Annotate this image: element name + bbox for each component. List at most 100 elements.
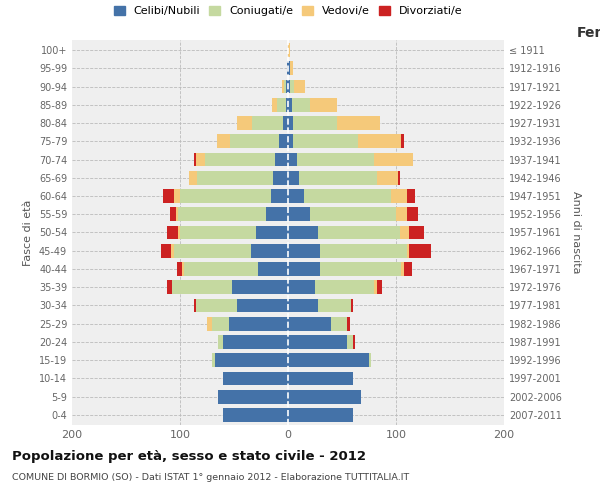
- Bar: [258, 262, 288, 276]
- Bar: [266, 208, 288, 221]
- Bar: [407, 208, 418, 221]
- Bar: [277, 98, 286, 112]
- Bar: [288, 354, 369, 367]
- Bar: [288, 244, 320, 258]
- Bar: [398, 171, 400, 184]
- Bar: [256, 226, 288, 239]
- Bar: [283, 116, 288, 130]
- Bar: [377, 171, 398, 184]
- Bar: [295, 80, 305, 94]
- Bar: [320, 262, 401, 276]
- Bar: [299, 171, 377, 184]
- Bar: [401, 262, 404, 276]
- Bar: [304, 189, 391, 203]
- Bar: [318, 226, 400, 239]
- Bar: [293, 134, 358, 148]
- Text: Femmine: Femmine: [577, 26, 600, 40]
- Bar: [350, 298, 353, 312]
- Bar: [180, 226, 256, 239]
- Bar: [315, 280, 374, 294]
- Bar: [188, 171, 197, 184]
- Bar: [286, 80, 288, 94]
- Bar: [207, 317, 212, 330]
- Bar: [163, 189, 173, 203]
- Text: Popolazione per età, sesso e stato civile - 2012: Popolazione per età, sesso e stato civil…: [12, 450, 366, 463]
- Bar: [194, 298, 196, 312]
- Bar: [310, 208, 396, 221]
- Bar: [401, 134, 404, 148]
- Bar: [288, 116, 293, 130]
- Bar: [288, 189, 304, 203]
- Bar: [223, 372, 288, 386]
- Bar: [288, 226, 318, 239]
- Bar: [318, 298, 350, 312]
- Bar: [288, 43, 290, 57]
- Bar: [320, 244, 407, 258]
- Bar: [396, 208, 407, 221]
- Bar: [237, 298, 288, 312]
- Bar: [180, 189, 271, 203]
- Bar: [288, 80, 290, 94]
- Bar: [172, 280, 232, 294]
- Bar: [167, 226, 178, 239]
- Bar: [218, 335, 223, 349]
- Bar: [196, 152, 205, 166]
- Bar: [251, 244, 288, 258]
- Bar: [288, 335, 347, 349]
- Bar: [237, 116, 253, 130]
- Bar: [223, 408, 288, 422]
- Bar: [177, 262, 182, 276]
- Bar: [377, 280, 382, 294]
- Bar: [337, 116, 380, 130]
- Bar: [253, 116, 283, 130]
- Bar: [167, 280, 172, 294]
- Bar: [288, 408, 353, 422]
- Bar: [178, 226, 180, 239]
- Bar: [391, 189, 407, 203]
- Bar: [288, 208, 310, 221]
- Bar: [161, 244, 172, 258]
- Bar: [194, 152, 196, 166]
- Bar: [374, 280, 377, 294]
- Bar: [288, 152, 296, 166]
- Bar: [290, 80, 295, 94]
- Bar: [212, 354, 215, 367]
- Bar: [288, 298, 318, 312]
- Bar: [218, 390, 288, 404]
- Bar: [290, 62, 293, 75]
- Bar: [284, 80, 286, 94]
- Y-axis label: Anni di nascita: Anni di nascita: [571, 191, 581, 274]
- Bar: [409, 244, 431, 258]
- Bar: [407, 244, 409, 258]
- Bar: [296, 152, 374, 166]
- Bar: [358, 134, 401, 148]
- Bar: [407, 189, 415, 203]
- Bar: [288, 62, 290, 75]
- Bar: [353, 335, 355, 349]
- Bar: [212, 317, 229, 330]
- Bar: [273, 171, 288, 184]
- Y-axis label: Fasce di età: Fasce di età: [23, 200, 33, 266]
- Bar: [288, 280, 315, 294]
- Bar: [275, 152, 288, 166]
- Bar: [409, 226, 424, 239]
- Bar: [331, 317, 347, 330]
- Bar: [272, 98, 277, 112]
- Bar: [374, 152, 413, 166]
- Bar: [288, 317, 331, 330]
- Bar: [347, 317, 350, 330]
- Bar: [170, 208, 176, 221]
- Bar: [280, 134, 288, 148]
- Bar: [288, 390, 361, 404]
- Bar: [178, 208, 266, 221]
- Text: COMUNE DI BORMIO (SO) - Dati ISTAT 1° gennaio 2012 - Elaborazione TUTTITALIA.IT: COMUNE DI BORMIO (SO) - Dati ISTAT 1° ge…: [12, 472, 409, 482]
- Bar: [369, 354, 371, 367]
- Bar: [196, 298, 237, 312]
- Bar: [271, 189, 288, 203]
- Bar: [173, 244, 251, 258]
- Bar: [172, 244, 173, 258]
- Bar: [293, 116, 337, 130]
- Bar: [288, 372, 353, 386]
- Bar: [230, 134, 280, 148]
- Bar: [176, 208, 178, 221]
